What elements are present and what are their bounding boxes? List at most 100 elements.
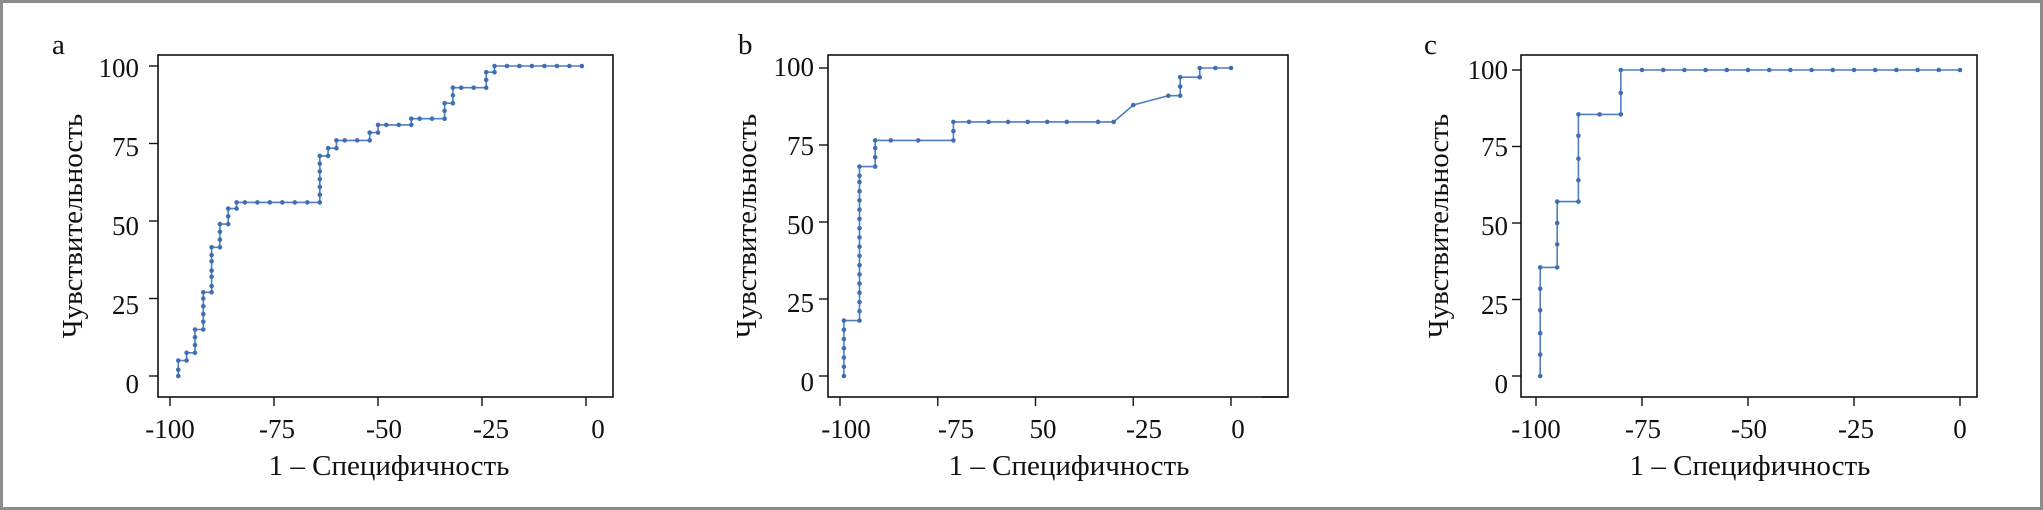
data-point bbox=[857, 207, 862, 212]
data-point bbox=[417, 116, 422, 121]
data-point bbox=[1894, 67, 1899, 73]
data-point bbox=[579, 63, 585, 69]
data-point bbox=[986, 119, 991, 125]
data-point bbox=[1166, 93, 1171, 98]
y-tick-label: 25 bbox=[112, 290, 139, 320]
data-point bbox=[201, 296, 206, 301]
data-point bbox=[1618, 90, 1624, 96]
data-point bbox=[857, 198, 862, 203]
data-point bbox=[951, 128, 956, 134]
x-tick-label: -75 bbox=[259, 414, 295, 444]
data-point bbox=[442, 116, 447, 121]
data-point bbox=[1576, 199, 1581, 204]
data-point bbox=[1537, 373, 1543, 379]
data-point bbox=[384, 122, 389, 128]
data-point bbox=[951, 138, 956, 143]
data-point bbox=[409, 122, 414, 128]
data-point bbox=[1044, 119, 1050, 125]
data-point bbox=[201, 290, 206, 295]
data-point bbox=[234, 200, 239, 205]
data-point bbox=[450, 85, 456, 90]
data-point bbox=[1554, 265, 1560, 270]
data-point bbox=[209, 290, 214, 295]
data-point bbox=[354, 138, 360, 143]
data-point bbox=[872, 164, 878, 169]
x-tick-label: -25 bbox=[473, 414, 509, 444]
data-point bbox=[841, 355, 847, 360]
x-tick-label: -100 bbox=[145, 414, 195, 444]
data-point bbox=[1064, 119, 1070, 125]
data-point bbox=[841, 373, 847, 379]
data-point bbox=[1809, 67, 1814, 73]
data-point bbox=[375, 122, 381, 128]
data-point bbox=[1576, 177, 1581, 183]
data-point bbox=[209, 252, 214, 258]
tick-labels: 0 25 50 75 100 -100 -75 -50 -25 0 bbox=[1468, 55, 1967, 444]
panel-letter: c bbox=[1424, 29, 1437, 61]
x-tick-label: -50 bbox=[1731, 414, 1767, 444]
data-point bbox=[872, 138, 878, 143]
data-point bbox=[325, 153, 331, 159]
y-tick-label: 75 bbox=[1481, 132, 1508, 162]
data-point bbox=[841, 327, 847, 333]
data-point bbox=[888, 138, 894, 143]
y-tick-label: 25 bbox=[1481, 290, 1508, 320]
data-point bbox=[192, 342, 198, 348]
data-point bbox=[1537, 286, 1543, 292]
data-point bbox=[483, 85, 489, 90]
data-point bbox=[529, 63, 535, 69]
data-point bbox=[1213, 65, 1218, 71]
roc-curve-line bbox=[1539, 69, 1960, 376]
data-point bbox=[192, 350, 198, 356]
data-point bbox=[1228, 65, 1234, 71]
series-a bbox=[176, 63, 585, 379]
data-point bbox=[325, 145, 331, 151]
data-point bbox=[209, 245, 214, 250]
data-point bbox=[915, 138, 921, 143]
data-point bbox=[450, 93, 456, 98]
data-point bbox=[217, 221, 223, 227]
data-point bbox=[1177, 93, 1183, 98]
data-point bbox=[1554, 242, 1560, 247]
data-point bbox=[841, 364, 847, 370]
data-point bbox=[857, 235, 862, 240]
data-point bbox=[429, 116, 435, 121]
data-point bbox=[225, 206, 231, 211]
data-point bbox=[857, 188, 862, 194]
data-point bbox=[1537, 352, 1543, 357]
data-point bbox=[201, 319, 206, 325]
data-point bbox=[367, 138, 373, 143]
data-point bbox=[201, 327, 206, 332]
y-tick-label: 50 bbox=[1481, 211, 1508, 241]
data-point bbox=[292, 200, 298, 205]
data-point bbox=[951, 119, 956, 125]
data-point bbox=[857, 179, 862, 185]
data-point bbox=[317, 169, 323, 174]
data-point bbox=[1957, 67, 1963, 73]
data-point bbox=[458, 85, 464, 90]
data-point bbox=[280, 200, 285, 205]
data-point bbox=[857, 318, 862, 323]
data-point bbox=[209, 274, 214, 280]
data-point bbox=[184, 350, 189, 356]
data-point bbox=[841, 346, 847, 351]
data-point bbox=[209, 268, 214, 273]
series-c bbox=[1537, 67, 1963, 379]
panel-b: b 0 25 50 75 100 -100 -75 50 -25 0 1 – С… bbox=[731, 29, 1289, 482]
data-point bbox=[201, 311, 206, 317]
data-point bbox=[1177, 84, 1183, 89]
data-point bbox=[1724, 67, 1730, 73]
data-point bbox=[1095, 119, 1101, 125]
data-point bbox=[305, 200, 310, 205]
y-tick-label: 75 bbox=[112, 132, 139, 162]
data-point bbox=[857, 225, 862, 231]
data-point bbox=[857, 216, 862, 222]
data-point bbox=[872, 155, 878, 160]
data-point bbox=[176, 373, 181, 379]
data-point bbox=[1537, 265, 1543, 270]
x-tick-label: -50 bbox=[366, 414, 402, 444]
data-point bbox=[1177, 74, 1183, 80]
data-point bbox=[396, 122, 402, 128]
data-point bbox=[1851, 67, 1857, 73]
